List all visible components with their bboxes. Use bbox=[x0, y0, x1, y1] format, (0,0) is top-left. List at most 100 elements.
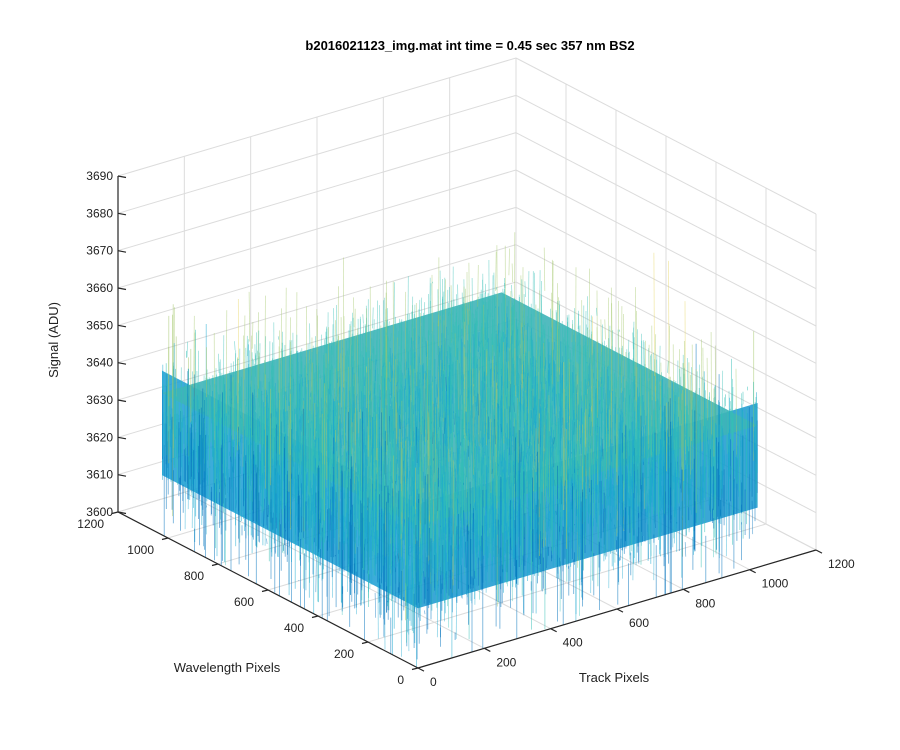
surface-noise-stroke bbox=[586, 345, 589, 351]
surface-noise-stroke bbox=[479, 341, 481, 404]
surface-noise-stroke bbox=[476, 424, 479, 506]
surface-noise-stroke bbox=[390, 510, 392, 516]
surface-noise-stroke bbox=[621, 345, 624, 361]
surface-noise-stroke bbox=[421, 343, 423, 400]
surface-noise-stroke bbox=[686, 357, 689, 390]
surface-noise-stroke bbox=[424, 610, 426, 615]
surface-noise-stroke bbox=[589, 502, 591, 545]
surface-noise-stroke bbox=[479, 436, 481, 444]
surface-noise-stroke bbox=[478, 370, 481, 447]
surface-noise-stroke bbox=[513, 297, 516, 317]
surface-noise-stroke bbox=[576, 384, 578, 393]
surface-noise-stroke bbox=[386, 280, 388, 378]
surface-noise-stroke bbox=[440, 345, 442, 360]
surface-noise-stroke bbox=[417, 371, 419, 412]
surface-noise-stroke bbox=[704, 425, 707, 474]
surface-noise-stroke bbox=[307, 380, 310, 421]
surface-noise-stroke bbox=[449, 409, 451, 439]
surface-noise-stroke bbox=[566, 451, 569, 456]
surface-noise-stroke bbox=[372, 346, 374, 363]
surface-noise-stroke bbox=[351, 433, 353, 447]
surface-noise-stroke bbox=[337, 405, 339, 425]
surface-noise-stroke bbox=[256, 332, 258, 393]
surface-noise-stroke bbox=[246, 418, 248, 440]
surface-noise-stroke bbox=[645, 519, 647, 523]
surface-noise-stroke bbox=[533, 357, 536, 421]
surface-noise-stroke bbox=[630, 373, 633, 419]
surface-noise-stroke bbox=[598, 389, 600, 545]
surface-noise-stroke bbox=[604, 427, 607, 452]
surface-noise-stroke bbox=[483, 403, 486, 426]
surface-noise-stroke bbox=[620, 382, 622, 388]
surface-noise-stroke bbox=[722, 432, 724, 476]
surface-noise-stroke bbox=[332, 474, 334, 522]
surface-noise-stroke bbox=[370, 506, 373, 585]
surface-noise-stroke bbox=[595, 484, 597, 500]
surface-noise-stroke bbox=[437, 314, 440, 327]
surface-noise-stroke bbox=[414, 351, 416, 369]
surface-noise-stroke bbox=[680, 466, 683, 493]
surface-noise-stroke bbox=[462, 482, 465, 485]
surface-noise-stroke bbox=[462, 309, 464, 323]
surface-noise-stroke bbox=[463, 374, 465, 382]
surface-noise-stroke bbox=[370, 354, 372, 409]
surface-noise-stroke bbox=[403, 502, 405, 540]
surface-noise-stroke bbox=[449, 404, 451, 408]
surface-noise-stroke bbox=[428, 330, 430, 380]
surface-noise-stroke bbox=[586, 475, 588, 494]
surface-noise-stroke bbox=[457, 284, 459, 318]
surface-noise-stroke bbox=[501, 423, 503, 461]
surface-noise-stroke bbox=[429, 277, 431, 336]
surface-noise-stroke bbox=[395, 510, 398, 530]
grid-line bbox=[117, 244, 517, 364]
surface-noise-stroke bbox=[239, 386, 241, 543]
surface-noise-stroke bbox=[530, 373, 533, 385]
surface-noise-stroke bbox=[601, 439, 604, 460]
surface-noise-stroke bbox=[415, 417, 417, 462]
surface-noise-stroke bbox=[624, 441, 626, 482]
surface-noise-stroke bbox=[525, 334, 527, 375]
surface-noise-stroke bbox=[452, 266, 454, 395]
surface-noise-stroke bbox=[492, 550, 494, 558]
surface-noise-stroke bbox=[469, 330, 471, 416]
surface-noise-stroke bbox=[455, 390, 457, 469]
surface-noise-stroke bbox=[496, 513, 499, 535]
surface-noise-stroke bbox=[406, 461, 409, 484]
surface-noise-stroke bbox=[529, 358, 531, 378]
surface-noise-stroke bbox=[606, 369, 608, 406]
surface-noise-stroke bbox=[352, 367, 354, 433]
surface-noise-stroke bbox=[335, 360, 337, 435]
surface-noise-stroke bbox=[498, 413, 501, 464]
surface-noise-stroke bbox=[651, 400, 654, 487]
surface-noise-stroke bbox=[233, 378, 235, 397]
surface-noise-stroke bbox=[519, 440, 521, 463]
surface-noise-stroke bbox=[632, 332, 634, 350]
surface-noise-stroke bbox=[632, 358, 635, 433]
surface-noise-stroke bbox=[668, 325, 670, 375]
surface-noise-stroke bbox=[496, 403, 499, 427]
surface-noise-stroke bbox=[450, 455, 452, 515]
surface-noise-stroke bbox=[319, 374, 322, 426]
surface-noise-stroke bbox=[456, 294, 458, 362]
surface-noise-stroke bbox=[515, 436, 518, 484]
grid-line bbox=[515, 169, 817, 327]
surface-noise-stroke bbox=[454, 321, 456, 358]
surface-noise-stroke bbox=[234, 341, 236, 351]
surface-noise-stroke bbox=[315, 336, 317, 468]
surface-noise-stroke bbox=[457, 432, 459, 460]
surface-noise-stroke bbox=[451, 399, 453, 444]
surface-noise-stroke bbox=[431, 281, 434, 284]
surface-noise-stroke bbox=[353, 297, 355, 328]
surface-noise-stroke bbox=[466, 396, 469, 441]
surface-noise-stroke bbox=[615, 471, 617, 541]
surface-noise-stroke bbox=[517, 397, 519, 471]
surface-noise-stroke bbox=[422, 415, 424, 432]
surface-noise-stroke bbox=[663, 411, 665, 445]
surface-noise-stroke bbox=[407, 551, 410, 652]
surface-noise-stroke bbox=[416, 426, 418, 464]
surface-noise-stroke bbox=[484, 344, 487, 387]
surface-noise-stroke bbox=[512, 364, 514, 437]
surface-noise-stroke bbox=[527, 271, 530, 327]
surface-noise-stroke bbox=[648, 380, 650, 392]
surface-noise-stroke bbox=[425, 341, 428, 357]
